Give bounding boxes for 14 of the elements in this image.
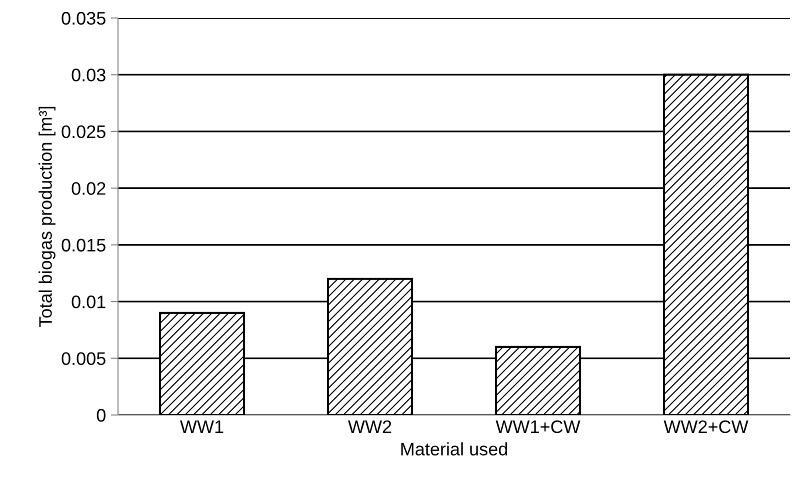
x-tick-label: WW2 <box>348 420 392 433</box>
x-axis-title: Material used <box>401 442 508 456</box>
y-tick-label: 0.015 <box>62 238 106 252</box>
y-tick-label: 0.03 <box>72 68 106 82</box>
y-tick-label: 0.005 <box>62 352 106 366</box>
y-tick-label: 0.02 <box>72 182 106 195</box>
y-tick-label: 0.01 <box>72 296 106 308</box>
x-tick-label: WW1+CW <box>496 420 580 434</box>
y-tick-label: 0.035 <box>62 12 106 25</box>
y-tick-label: 0 <box>96 408 106 422</box>
y-axis-title: Total biogas production [m³] <box>38 106 56 327</box>
y-tick-label: 0.025 <box>62 125 106 138</box>
x-tick-label: WW2+CW <box>664 420 748 434</box>
x-tick-label: WW1 <box>180 420 224 433</box>
